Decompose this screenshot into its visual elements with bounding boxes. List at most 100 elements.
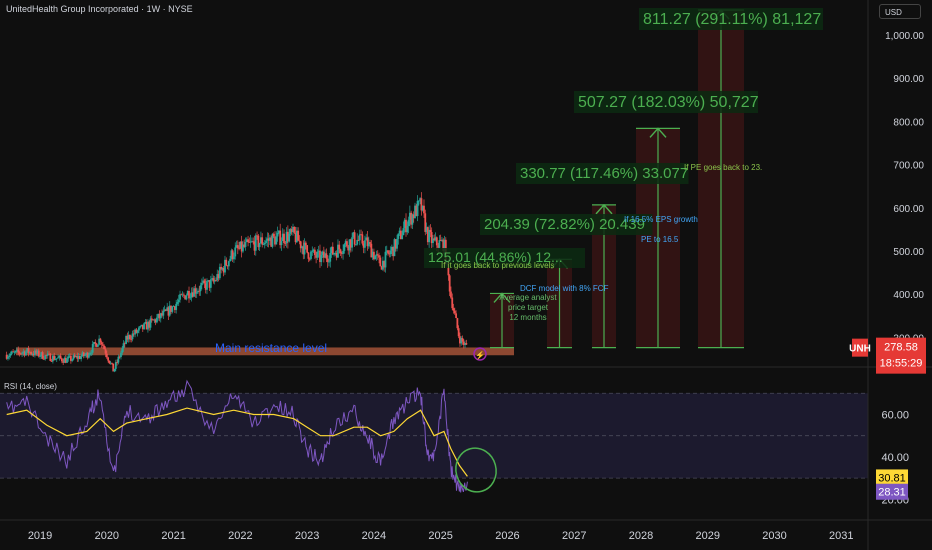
candle-body bbox=[54, 359, 57, 360]
candle-body bbox=[12, 351, 14, 353]
candle-body bbox=[339, 249, 342, 254]
target-label-bg bbox=[424, 248, 585, 268]
candle-body bbox=[402, 228, 405, 236]
candle-body bbox=[109, 362, 112, 364]
candle-body bbox=[120, 352, 122, 358]
candle-body bbox=[127, 335, 130, 340]
candle-body bbox=[220, 266, 223, 270]
candle-body bbox=[216, 274, 219, 281]
candle-body bbox=[218, 266, 221, 279]
candle-body bbox=[388, 253, 391, 255]
candle-body bbox=[102, 344, 104, 346]
candle-body bbox=[98, 338, 101, 345]
candle-body bbox=[290, 229, 293, 232]
price-tick-label: 800.00 bbox=[893, 117, 924, 128]
candle-body bbox=[279, 230, 282, 246]
candle-body bbox=[346, 241, 348, 247]
candle-body bbox=[303, 242, 306, 255]
candle-body bbox=[260, 237, 262, 244]
price-tick-label: 400.00 bbox=[893, 290, 924, 301]
candle-body bbox=[63, 357, 66, 363]
candle-body bbox=[230, 250, 233, 259]
candle-body bbox=[221, 268, 224, 270]
candle-body bbox=[374, 255, 377, 260]
time-tick-label: 2022 bbox=[228, 530, 252, 542]
candle-body bbox=[435, 237, 438, 246]
rsi-value: 28.31 bbox=[878, 487, 906, 499]
candle-body bbox=[68, 355, 71, 357]
candle-body bbox=[415, 205, 418, 217]
candle-body bbox=[162, 310, 165, 316]
candle-body bbox=[212, 278, 215, 282]
chart-title: UnitedHealth Group Incorporated · 1W · N… bbox=[6, 4, 193, 14]
candle-body bbox=[399, 230, 402, 239]
candle-body bbox=[253, 241, 256, 251]
candle-body bbox=[387, 250, 389, 254]
candle-body bbox=[343, 244, 346, 251]
candle-body bbox=[320, 254, 323, 263]
candle-body bbox=[17, 349, 20, 353]
rsi-oversold-highlight bbox=[455, 447, 497, 493]
candle-body bbox=[244, 242, 247, 247]
candle-body bbox=[222, 268, 225, 273]
target-label-bg bbox=[639, 8, 823, 30]
candle-body bbox=[408, 212, 411, 220]
time-tick-label: 2026 bbox=[495, 530, 519, 542]
candle-body bbox=[208, 280, 211, 288]
candle-body bbox=[138, 327, 140, 331]
price-tick-label: 700.00 bbox=[893, 161, 924, 172]
candle-body bbox=[153, 319, 156, 321]
candle-body bbox=[348, 239, 351, 251]
annotation-previous-levels: If it goes back to previous levels bbox=[441, 261, 554, 270]
candle-body bbox=[432, 238, 434, 244]
candle-body bbox=[167, 307, 170, 316]
candle-body bbox=[34, 350, 36, 356]
candle-body bbox=[71, 359, 74, 361]
candle-body bbox=[367, 242, 370, 247]
candle-body bbox=[62, 361, 65, 363]
candle-body bbox=[289, 229, 292, 234]
candle-body bbox=[349, 239, 352, 248]
candle-body bbox=[417, 200, 420, 202]
target-label: 811.27 (291.11%) 81,127 bbox=[643, 11, 821, 28]
candle-body bbox=[22, 351, 25, 353]
candle-body bbox=[85, 352, 88, 356]
candle-body bbox=[271, 233, 274, 247]
candle-body bbox=[195, 292, 198, 294]
candle-body bbox=[134, 329, 136, 335]
candle-body bbox=[184, 295, 187, 300]
rsi-title: RSI (14, close) bbox=[4, 382, 57, 391]
candle-body bbox=[321, 251, 324, 255]
candle-body bbox=[37, 350, 40, 357]
candle-body bbox=[60, 358, 63, 362]
candle-body bbox=[150, 318, 153, 320]
rsi-value-tag bbox=[876, 483, 908, 500]
candle-body bbox=[27, 348, 30, 354]
candle-body bbox=[465, 343, 468, 345]
candle-body bbox=[389, 250, 392, 255]
candle-body bbox=[370, 243, 373, 258]
candle-body bbox=[69, 355, 72, 361]
candle-body bbox=[272, 233, 275, 237]
candle-body bbox=[338, 244, 341, 250]
candle-body bbox=[426, 227, 429, 243]
candle-body bbox=[30, 352, 32, 355]
symbol-tag-label: UNH bbox=[849, 344, 871, 355]
candle-body bbox=[108, 360, 111, 364]
currency-selector[interactable]: USD bbox=[879, 4, 921, 19]
candle-body bbox=[297, 230, 300, 241]
candle-body bbox=[55, 358, 58, 360]
candle-body bbox=[347, 246, 350, 251]
candle-body bbox=[5, 354, 8, 359]
candle-body bbox=[66, 358, 68, 363]
event-marker-icon bbox=[473, 347, 487, 361]
candle-body bbox=[75, 355, 77, 358]
last-price-tag bbox=[876, 337, 926, 374]
candle-body bbox=[227, 261, 230, 267]
candle-body bbox=[154, 319, 157, 323]
candle-body bbox=[7, 356, 9, 359]
candle-body bbox=[163, 309, 166, 311]
candle-body bbox=[437, 245, 440, 248]
candle-body bbox=[14, 350, 17, 353]
